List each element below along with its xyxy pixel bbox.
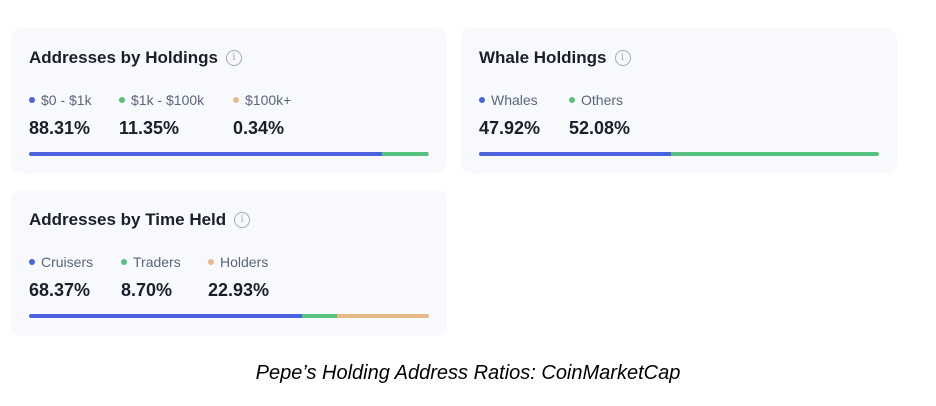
- legend-value: 22.93%: [208, 280, 270, 300]
- info-icon[interactable]: i: [234, 212, 251, 228]
- legend-value: 47.92%: [479, 118, 541, 138]
- legend-dot: [233, 97, 239, 103]
- legend-label: Whales: [491, 92, 538, 108]
- legend-label: Others: [581, 92, 624, 108]
- card-title: Whale Holdings: [479, 48, 607, 67]
- legend-dot: [208, 259, 214, 265]
- legend-dot: [479, 97, 485, 103]
- legend-dot: [121, 259, 127, 265]
- legend-item: $1k - $100k 11.35%: [119, 92, 233, 139]
- legend-value: 8.70%: [121, 280, 173, 300]
- legend-item: Cruisers 68.37%: [29, 254, 121, 301]
- legend-label: $100k+: [245, 92, 292, 108]
- bar-segment: [382, 152, 428, 156]
- legend: $0 - $1k 88.31% $1k - $100k 11.35% $100k…: [29, 92, 291, 139]
- card-title: Addresses by Time Held: [29, 210, 227, 229]
- legend-value: 88.31%: [29, 118, 91, 138]
- legend: Whales 47.92% Others 52.08%: [479, 92, 630, 139]
- legend-label: Cruisers: [41, 254, 94, 270]
- legend-value: 52.08%: [569, 118, 631, 138]
- legend-label: Traders: [133, 254, 181, 270]
- legend-item: Whales 47.92%: [479, 92, 569, 139]
- legend-item: $0 - $1k 88.31%: [29, 92, 119, 139]
- legend-label: $0 - $1k: [41, 92, 92, 108]
- distribution-bar: [29, 314, 429, 318]
- legend-value: 11.35%: [119, 118, 180, 138]
- legend-value: 0.34%: [233, 118, 285, 138]
- legend-item: Holders 22.93%: [208, 254, 269, 301]
- info-icon[interactable]: i: [614, 50, 631, 66]
- legend-item: $100k+ 0.34%: [233, 92, 291, 139]
- whale-holdings-card: Whale Holdings i Whales 47.92% Others 52…: [461, 28, 897, 173]
- bar-segment: [427, 152, 429, 156]
- bar-segment: [337, 314, 429, 318]
- legend-dot: [119, 97, 125, 103]
- bar-segment: [670, 152, 879, 156]
- legend-dot: [29, 259, 35, 265]
- addresses-by-time-held-card: Addresses by Time Held i Cruisers 68.37%…: [11, 190, 447, 336]
- card-title: Addresses by Holdings: [29, 48, 218, 67]
- bar-segment: [302, 314, 338, 318]
- legend-item: Others 52.08%: [569, 92, 630, 139]
- legend-item: Traders 8.70%: [121, 254, 208, 301]
- distribution-bar: [479, 152, 879, 156]
- distribution-bar: [29, 152, 429, 156]
- bar-segment: [29, 152, 383, 156]
- legend-label: $1k - $100k: [131, 92, 205, 108]
- bar-segment: [29, 314, 303, 318]
- bar-segment: [479, 152, 671, 156]
- info-icon[interactable]: i: [225, 50, 242, 66]
- legend: Cruisers 68.37% Traders 8.70% Holders 22…: [29, 254, 269, 301]
- legend-dot: [29, 97, 35, 103]
- addresses-by-holdings-card: Addresses by Holdings i $0 - $1k 88.31% …: [11, 28, 447, 173]
- legend-dot: [569, 97, 575, 103]
- legend-label: Holders: [220, 254, 269, 270]
- figure-caption: Pepe’s Holding Address Ratios: CoinMarke…: [255, 362, 681, 384]
- legend-value: 68.37%: [29, 280, 91, 300]
